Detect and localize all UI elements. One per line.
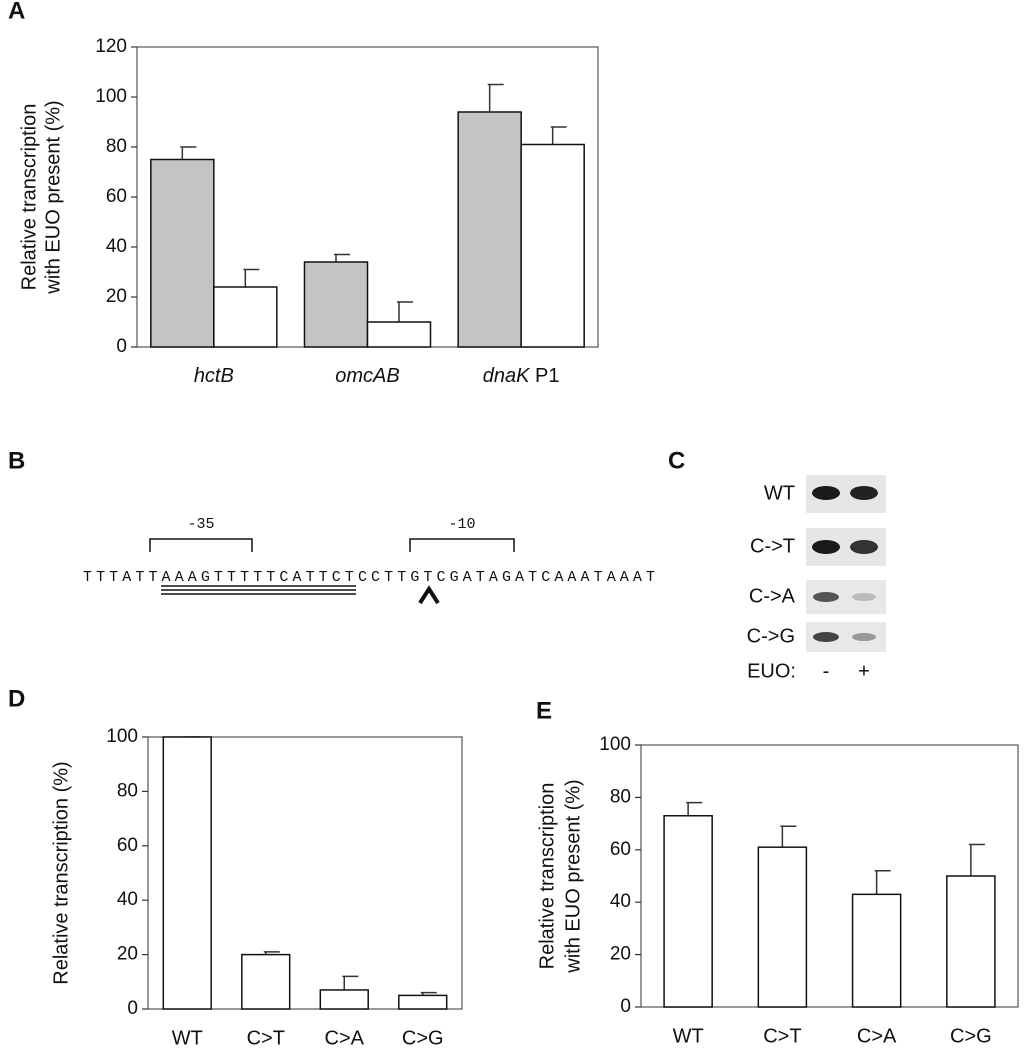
x-tick-label: C>G bbox=[950, 1025, 992, 1047]
y-axis-label: with EUO present (%) bbox=[42, 100, 64, 294]
band bbox=[850, 540, 878, 554]
y-tick-label: 60 bbox=[117, 835, 138, 856]
y-tick-label: 20 bbox=[117, 944, 138, 965]
panel-label: B bbox=[8, 447, 25, 474]
bracket bbox=[409, 538, 515, 552]
bar bbox=[520, 143, 585, 348]
y-tick-label: 0 bbox=[127, 998, 138, 1019]
gel-row-label: C->G bbox=[747, 625, 795, 647]
band bbox=[812, 540, 840, 554]
gel bbox=[806, 475, 886, 652]
y-tick-label: 100 bbox=[106, 726, 138, 747]
sequence: TTTATTAAAGTTTTTCATTCTCCTTGTCGATAGATCAAAT… bbox=[83, 569, 655, 586]
y-tick-label: 0 bbox=[620, 996, 631, 1017]
y-tick-label: 60 bbox=[106, 186, 127, 207]
x-tick-label: dnaK P1 bbox=[483, 365, 560, 387]
band bbox=[852, 593, 876, 601]
y-tick-label: 80 bbox=[610, 786, 631, 807]
gel-row-label: C->A bbox=[749, 585, 796, 607]
y-tick-label: 20 bbox=[106, 286, 127, 307]
y-axis-label: Relative transcription bbox=[536, 783, 558, 970]
y-tick-label: 120 bbox=[95, 36, 127, 57]
y-tick-label: 40 bbox=[610, 891, 631, 912]
sequence-diagram bbox=[149, 538, 515, 605]
y-tick-label: 60 bbox=[610, 839, 631, 860]
y-tick-label: 100 bbox=[95, 86, 127, 107]
panel-label: D bbox=[8, 685, 25, 712]
band bbox=[850, 486, 878, 500]
band bbox=[813, 632, 839, 642]
x-tick-label: hctB bbox=[194, 365, 234, 387]
lane-label: EUO: bbox=[747, 660, 796, 682]
caret bbox=[418, 585, 440, 605]
lane: - bbox=[823, 660, 830, 682]
y-tick-label: 20 bbox=[610, 944, 631, 965]
bar bbox=[213, 286, 278, 348]
bar bbox=[851, 893, 902, 1008]
x-tick-label: C>A bbox=[857, 1025, 897, 1047]
y-tick-label: 40 bbox=[117, 889, 138, 910]
y-tick-label: 40 bbox=[106, 236, 127, 257]
bar bbox=[303, 261, 369, 348]
bar bbox=[162, 736, 212, 1010]
y-tick-label: 80 bbox=[106, 136, 127, 157]
y-tick-label: 100 bbox=[599, 734, 631, 755]
y-tick-label: 80 bbox=[117, 780, 138, 801]
bar bbox=[757, 846, 808, 1008]
bar bbox=[319, 989, 369, 1010]
bar bbox=[241, 953, 291, 1010]
y-axis-label: Relative transcription bbox=[18, 104, 40, 291]
band bbox=[852, 633, 876, 641]
bar bbox=[150, 158, 215, 348]
bar bbox=[663, 814, 713, 1008]
bracket bbox=[149, 538, 253, 552]
panel-label: C bbox=[668, 447, 685, 474]
x-tick-label: C>T bbox=[247, 1027, 285, 1049]
y-axis-label: Relative transcription (%) bbox=[50, 761, 72, 984]
y-axis-label: with EUO present (%) bbox=[562, 779, 584, 973]
plot-frame bbox=[147, 736, 463, 1010]
bar bbox=[457, 111, 522, 348]
plot-frame bbox=[640, 744, 1019, 1008]
bar bbox=[398, 994, 448, 1010]
x-tick-label: WT bbox=[172, 1027, 203, 1049]
gel-row-label: C->T bbox=[750, 535, 795, 557]
box-label: -35 bbox=[187, 516, 214, 533]
bar bbox=[366, 321, 432, 348]
x-tick-label: WT bbox=[673, 1025, 704, 1047]
x-tick-label: C>G bbox=[402, 1027, 444, 1049]
lane: + bbox=[858, 660, 870, 682]
panel-label: A bbox=[8, 0, 25, 24]
panel-label: E bbox=[536, 697, 552, 724]
band bbox=[812, 486, 840, 500]
y-tick-label: 0 bbox=[116, 336, 127, 357]
x-tick-label: omcAB bbox=[335, 365, 399, 387]
box-label: -10 bbox=[448, 516, 475, 533]
band bbox=[813, 592, 839, 602]
x-tick-label: C>A bbox=[325, 1027, 365, 1049]
x-tick-label: C>T bbox=[763, 1025, 801, 1047]
bar bbox=[946, 875, 996, 1008]
gel-row-label: WT bbox=[764, 482, 795, 504]
